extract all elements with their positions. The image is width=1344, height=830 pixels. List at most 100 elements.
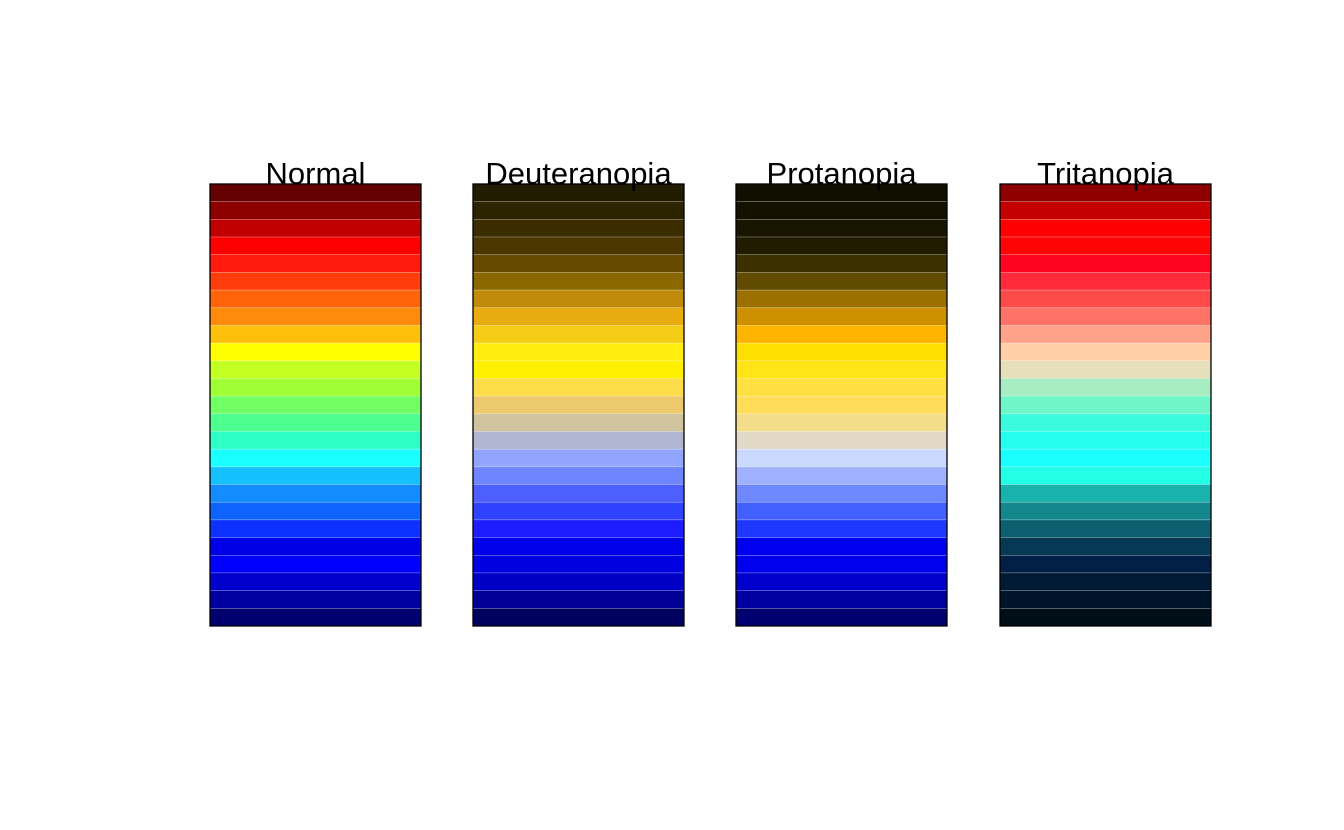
color-band-tritanopia-24 — [999, 590, 1212, 609]
panel-border-tritanopia — [999, 183, 1212, 627]
color-band-normal-8 — [209, 307, 422, 326]
color-band-deuteranopia-5 — [472, 254, 685, 273]
color-band-protanopia-23 — [735, 572, 948, 591]
color-band-deuteranopia-11 — [472, 360, 685, 379]
color-band-tritanopia-14 — [999, 413, 1212, 432]
color-band-deuteranopia-10 — [472, 342, 685, 362]
color-band-protanopia-6 — [735, 272, 948, 291]
color-band-protanopia-3 — [735, 219, 948, 238]
color-band-protanopia-16 — [735, 448, 948, 468]
color-band-tritanopia-12 — [999, 378, 1212, 397]
panel-protanopia: Protanopia — [735, 156, 948, 627]
color-band-protanopia-10 — [735, 342, 948, 362]
color-band-protanopia-24 — [735, 590, 948, 609]
panel-border-normal — [209, 183, 422, 627]
color-band-protanopia-14 — [735, 413, 948, 432]
color-band-tritanopia-23 — [999, 572, 1212, 591]
color-band-deuteranopia-25 — [472, 608, 685, 627]
panel-border-protanopia — [735, 183, 948, 627]
color-band-protanopia-13 — [735, 395, 948, 415]
color-band-tritanopia-11 — [999, 360, 1212, 379]
color-band-deuteranopia-18 — [472, 484, 685, 503]
color-band-protanopia-11 — [735, 360, 948, 379]
color-band-normal-25 — [209, 608, 422, 627]
color-band-normal-9 — [209, 325, 422, 344]
panel-deuteranopia: Deuteranopia — [472, 156, 685, 627]
color-band-normal-22 — [209, 554, 422, 574]
color-band-normal-6 — [209, 272, 422, 291]
color-band-deuteranopia-19 — [472, 501, 685, 521]
color-band-normal-4 — [209, 236, 422, 256]
color-band-normal-11 — [209, 360, 422, 379]
color-band-protanopia-8 — [735, 307, 948, 326]
color-band-deuteranopia-7 — [472, 289, 685, 309]
color-band-protanopia-21 — [735, 537, 948, 556]
color-band-tritanopia-15 — [999, 431, 1212, 450]
color-band-deuteranopia-3 — [472, 219, 685, 238]
color-band-protanopia-22 — [735, 554, 948, 574]
color-band-protanopia-2 — [735, 201, 948, 220]
color-band-tritanopia-4 — [999, 236, 1212, 256]
color-band-deuteranopia-8 — [472, 307, 685, 326]
color-band-tritanopia-8 — [999, 307, 1212, 326]
color-band-protanopia-20 — [735, 519, 948, 538]
color-band-tritanopia-7 — [999, 289, 1212, 309]
color-band-deuteranopia-20 — [472, 519, 685, 538]
color-band-deuteranopia-14 — [472, 413, 685, 432]
color-band-tritanopia-17 — [999, 466, 1212, 485]
color-band-normal-21 — [209, 537, 422, 556]
color-band-normal-18 — [209, 484, 422, 503]
color-band-deuteranopia-15 — [472, 431, 685, 450]
color-band-deuteranopia-21 — [472, 537, 685, 556]
panel-title-tritanopia: Tritanopia — [1037, 156, 1174, 191]
color-band-normal-20 — [209, 519, 422, 538]
color-band-tritanopia-25 — [999, 608, 1212, 627]
color-band-protanopia-17 — [735, 466, 948, 485]
color-band-normal-14 — [209, 413, 422, 432]
color-band-normal-5 — [209, 254, 422, 273]
color-band-tritanopia-20 — [999, 519, 1212, 538]
color-band-normal-12 — [209, 378, 422, 397]
color-band-deuteranopia-23 — [472, 572, 685, 591]
color-band-normal-13 — [209, 395, 422, 415]
color-band-tritanopia-3 — [999, 219, 1212, 238]
color-band-protanopia-7 — [735, 289, 948, 309]
color-band-protanopia-19 — [735, 501, 948, 521]
color-band-normal-10 — [209, 342, 422, 362]
color-band-protanopia-15 — [735, 431, 948, 450]
color-band-protanopia-4 — [735, 236, 948, 256]
color-band-protanopia-9 — [735, 325, 948, 344]
panel-normal: Normal — [209, 156, 422, 627]
color-band-normal-16 — [209, 448, 422, 468]
color-band-tritanopia-16 — [999, 448, 1212, 468]
color-band-deuteranopia-4 — [472, 236, 685, 256]
color-band-tritanopia-2 — [999, 201, 1212, 220]
color-band-normal-24 — [209, 590, 422, 609]
panel-tritanopia: Tritanopia — [999, 156, 1212, 627]
color-band-deuteranopia-12 — [472, 378, 685, 397]
color-band-deuteranopia-24 — [472, 590, 685, 609]
color-band-tritanopia-18 — [999, 484, 1212, 503]
color-band-deuteranopia-17 — [472, 466, 685, 485]
color-band-tritanopia-22 — [999, 554, 1212, 574]
color-band-tritanopia-10 — [999, 342, 1212, 362]
color-band-tritanopia-21 — [999, 537, 1212, 556]
color-band-protanopia-5 — [735, 254, 948, 273]
color-band-deuteranopia-22 — [472, 554, 685, 574]
color-band-normal-17 — [209, 466, 422, 485]
panels-group: Normal Deuteranopia Protanopia Tritanopia — [209, 156, 1212, 627]
color-band-normal-15 — [209, 431, 422, 450]
color-band-tritanopia-13 — [999, 395, 1212, 415]
color-band-protanopia-18 — [735, 484, 948, 503]
color-band-deuteranopia-13 — [472, 395, 685, 415]
color-band-tritanopia-19 — [999, 501, 1212, 521]
color-band-tritanopia-9 — [999, 325, 1212, 344]
panel-border-deuteranopia — [472, 183, 685, 627]
color-band-normal-2 — [209, 201, 422, 220]
color-band-deuteranopia-2 — [472, 201, 685, 220]
color-band-protanopia-25 — [735, 608, 948, 627]
panel-title-deuteranopia: Deuteranopia — [485, 156, 672, 191]
color-band-deuteranopia-6 — [472, 272, 685, 291]
color-band-tritanopia-6 — [999, 272, 1212, 291]
